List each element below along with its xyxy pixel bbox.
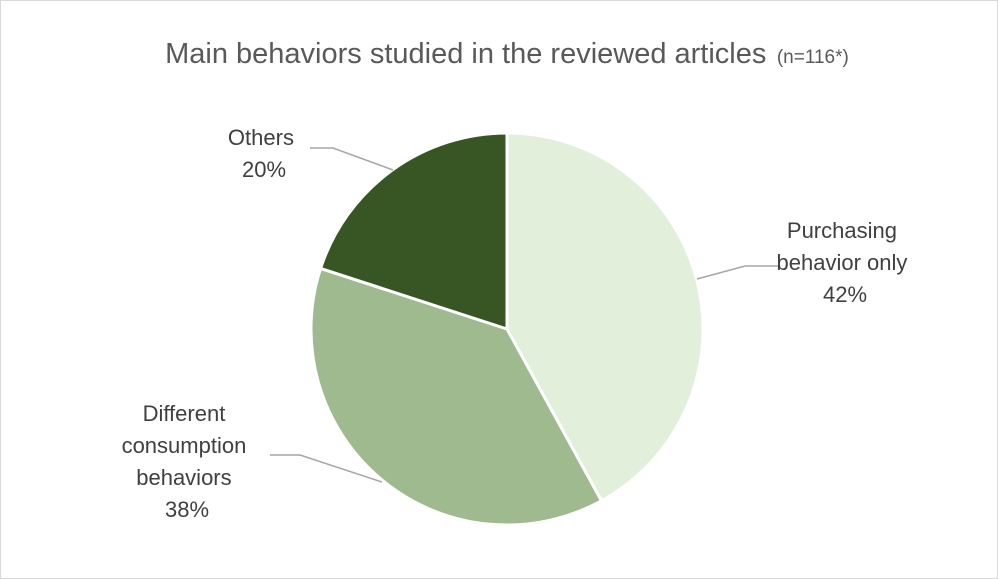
chart-title: Main behaviors studied in the reviewed a… [165, 38, 849, 70]
leader-line-others [310, 147, 394, 171]
chart-title-note: (n=116*) [777, 47, 849, 68]
leader-line-purchasing [696, 265, 778, 280]
slice-label-different-consumption: Different consumption behaviors 38% [122, 401, 253, 522]
chart-title-main: Main behaviors studied in the reviewed a… [165, 38, 766, 70]
pie-slice-purchasing [505, 131, 705, 503]
slice-label-others: Others 20% [228, 125, 300, 182]
pie-slice-others [319, 131, 509, 331]
pie-slice-different-consumption [309, 266, 603, 527]
leader-line-different-consumption [270, 454, 383, 483]
slice-label-purchasing: Purchasing behavior only 42% [777, 218, 914, 307]
